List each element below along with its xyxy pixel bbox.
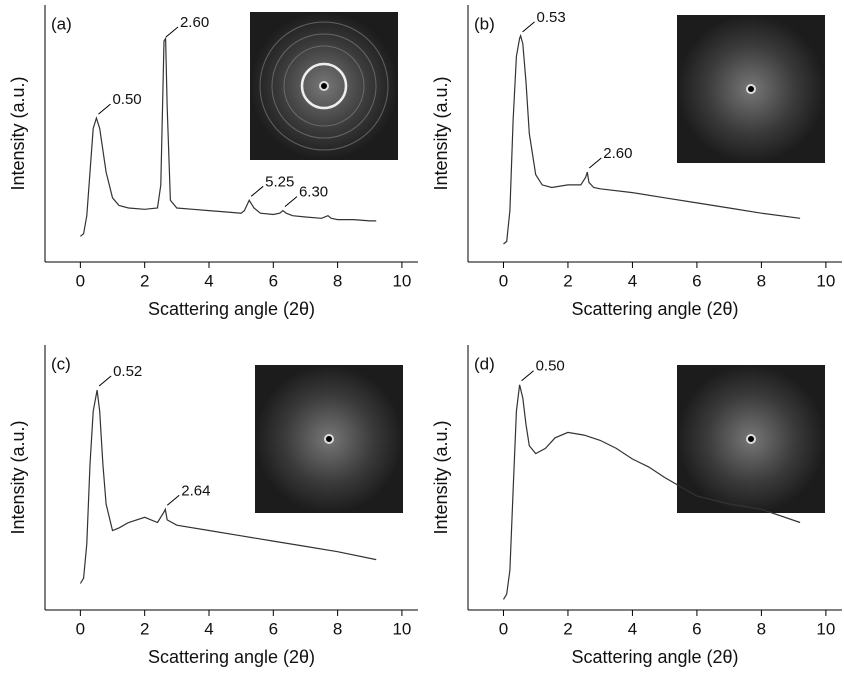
x-tick-label: 10 bbox=[816, 619, 835, 638]
annotation-leader bbox=[284, 196, 298, 207]
annotation-leader bbox=[98, 103, 111, 115]
x-tick-label: 0 bbox=[76, 619, 85, 638]
x-tick-label: 4 bbox=[628, 619, 637, 638]
diffraction-ring bbox=[271, 33, 377, 139]
beam-stop bbox=[746, 84, 756, 94]
x-tick-label: 8 bbox=[757, 271, 766, 290]
panel-label: (b) bbox=[474, 14, 495, 33]
x-tick-label: 10 bbox=[816, 271, 835, 290]
x-tick-label: 2 bbox=[140, 619, 149, 638]
annotation-label: 2.60 bbox=[603, 145, 632, 162]
x-tick-label: 8 bbox=[333, 619, 342, 638]
annotation-leader bbox=[588, 157, 602, 169]
diffraction-ring bbox=[283, 45, 365, 127]
x-tick-label: 8 bbox=[757, 619, 766, 638]
x-tick-label: 0 bbox=[499, 271, 508, 290]
x-axis-label: Scattering angle (2θ) bbox=[148, 299, 315, 319]
annotation-label: 2.60 bbox=[180, 14, 209, 31]
x-tick-label: 2 bbox=[563, 619, 572, 638]
x-tick-label: 10 bbox=[392, 619, 411, 638]
beam-stop bbox=[324, 434, 334, 444]
annotation-label: 0.50 bbox=[112, 91, 141, 108]
x-tick-label: 6 bbox=[269, 619, 278, 638]
x-tick-label: 6 bbox=[692, 271, 701, 290]
data-line bbox=[80, 36, 377, 237]
x-axis-label: Scattering angle (2θ) bbox=[571, 299, 738, 319]
data-line bbox=[503, 33, 801, 245]
annotation-leader bbox=[521, 370, 534, 382]
y-axis-label: Intensity (a.u.) bbox=[8, 76, 28, 190]
panel-label: (a) bbox=[51, 14, 72, 33]
x-tick-label: 4 bbox=[204, 619, 213, 638]
annotation-label: 0.53 bbox=[537, 9, 566, 26]
x-tick-label: 2 bbox=[563, 271, 572, 290]
x-tick-label: 0 bbox=[499, 619, 508, 638]
x-tick-label: 8 bbox=[333, 271, 342, 290]
x-tick-label: 2 bbox=[140, 271, 149, 290]
y-axis-label: Intensity (a.u.) bbox=[431, 76, 451, 190]
annotation-leader bbox=[166, 494, 180, 506]
annotation-label: 2.64 bbox=[181, 482, 210, 499]
annotation-label: 5.25 bbox=[265, 173, 294, 190]
y-axis-label: Intensity (a.u.) bbox=[431, 420, 451, 534]
data-line bbox=[502, 384, 801, 600]
annotation-label: 0.52 bbox=[113, 363, 142, 380]
annotation-label: 0.50 bbox=[536, 358, 565, 375]
x-tick-label: 4 bbox=[628, 271, 637, 290]
diffraction-ring bbox=[300, 62, 348, 110]
y-axis-label: Intensity (a.u.) bbox=[8, 420, 28, 534]
diffraction-ring bbox=[259, 21, 389, 151]
x-axis-label: Scattering angle (2θ) bbox=[148, 647, 315, 667]
x-tick-label: 6 bbox=[692, 619, 701, 638]
x-tick-label: 4 bbox=[204, 271, 213, 290]
x-tick-label: 10 bbox=[392, 271, 411, 290]
x-tick-label: 0 bbox=[76, 271, 85, 290]
x-tick-label: 6 bbox=[269, 271, 278, 290]
beam-stop bbox=[746, 434, 756, 444]
annotation-leader bbox=[165, 26, 179, 38]
beam-stop bbox=[319, 81, 329, 91]
x-axis-label: Scattering angle (2θ) bbox=[571, 647, 738, 667]
data-line bbox=[79, 389, 377, 584]
annotation-leader bbox=[98, 375, 112, 387]
annotation-leader bbox=[250, 185, 264, 197]
panel-label: (c) bbox=[51, 354, 71, 373]
panel-label: (d) bbox=[474, 354, 495, 373]
annotation-leader bbox=[522, 21, 535, 33]
annotation-label: 6.30 bbox=[299, 184, 328, 201]
